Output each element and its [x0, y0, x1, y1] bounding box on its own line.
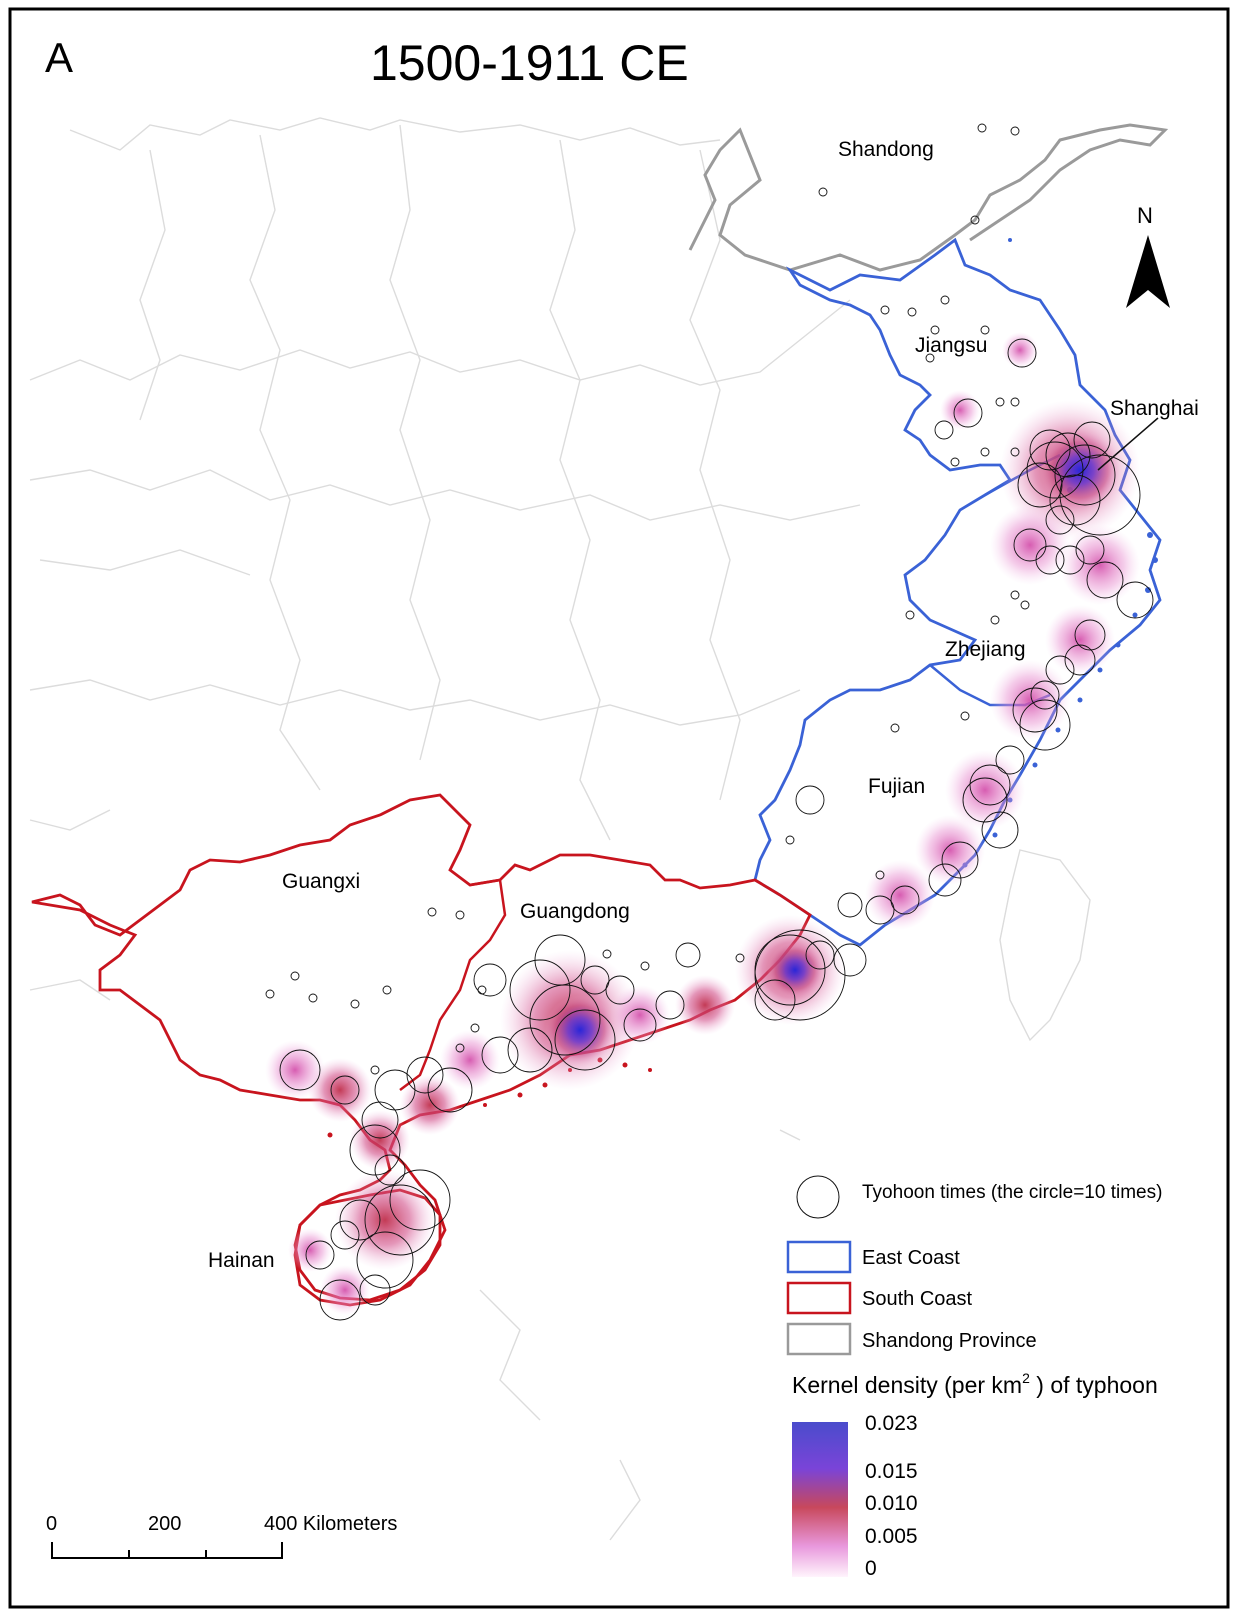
legend-circle-label: Tyohoon times (the circle=10 times)	[862, 1182, 1162, 1203]
legend-south-coast-swatch	[786, 1281, 852, 1315]
panel-letter: A	[45, 34, 73, 81]
shanghai-leader-line	[1097, 417, 1159, 471]
scale-label-200: 200	[148, 1513, 181, 1535]
typhoon-circles-layer	[265, 123, 1154, 1321]
label-shandong: Shandong	[838, 138, 934, 161]
east-coast-outline	[753, 237, 1162, 947]
legend-shandong-label: Shandong Province	[862, 1330, 1037, 1352]
legend-south-coast-label: South Coast	[862, 1288, 973, 1310]
map-frame	[8, 7, 1230, 1609]
north-arrow: N	[1126, 203, 1170, 308]
scale-label-0: 0	[46, 1513, 57, 1535]
legend-east-coast-label: East Coast	[862, 1247, 960, 1269]
density-color-ramp	[792, 1422, 848, 1577]
legend-density-title: Kernel density (per km2 ) of typhoon	[792, 1370, 1158, 1398]
label-jiangsu: Jiangsu	[915, 334, 987, 357]
label-zhejiang: Zhejiang	[945, 638, 1026, 661]
ramp-label-005: 0.005	[865, 1525, 918, 1548]
scale-label-400: 400 Kilometers	[264, 1513, 397, 1535]
ramp-label-max: 0.023	[865, 1412, 918, 1435]
kernel-density-layer	[265, 332, 1140, 1315]
legend-east-coast-swatch	[786, 1240, 852, 1274]
label-hainan: Hainan	[208, 1249, 275, 1272]
ramp-label-010: 0.010	[865, 1492, 918, 1515]
label-shanghai: Shanghai	[1110, 397, 1199, 420]
shandong-province-outline	[688, 123, 1169, 272]
ramp-label-zero: 0	[865, 1557, 877, 1580]
map-title: 1500-1911 CE	[370, 35, 689, 91]
ramp-label-015: 0.015	[865, 1460, 918, 1483]
basemap-boundaries	[29, 117, 1091, 1541]
guangxi-guangdong-divider	[399, 878, 507, 1091]
scale-bar: 0 200 400 Kilometers	[46, 1513, 397, 1559]
label-guangdong: Guangdong	[520, 900, 630, 923]
legend: Tyohoon times (the circle=10 times) East…	[786, 1175, 1162, 1580]
north-label: N	[1137, 203, 1153, 228]
label-guangxi: Guangxi	[282, 870, 360, 893]
label-fujian: Fujian	[868, 775, 925, 798]
north-arrow-icon	[1126, 235, 1170, 308]
scale-bar-line	[51, 1542, 283, 1559]
legend-shandong-swatch	[786, 1322, 852, 1356]
legend-circle-symbol	[796, 1175, 840, 1219]
